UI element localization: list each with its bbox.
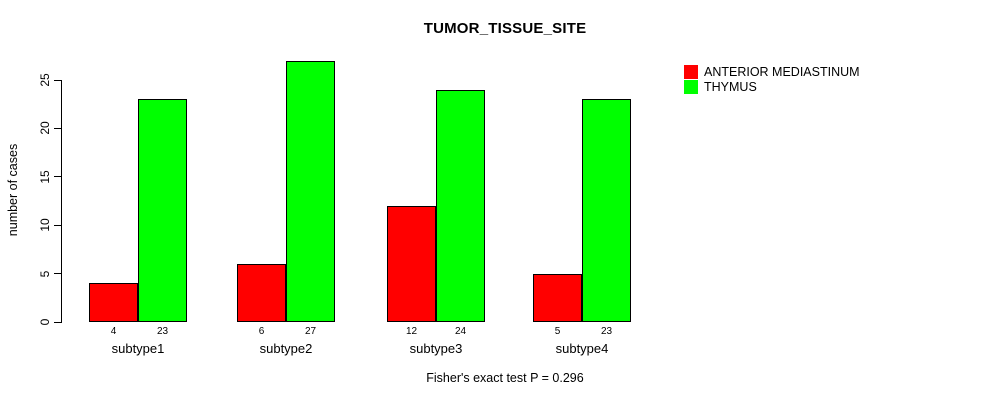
y-axis-tick: [54, 224, 61, 226]
y-axis-tick: [54, 79, 61, 81]
bar-subtype3-thymus: [436, 89, 485, 322]
bar-subtype2-anterior-mediastinum: [237, 263, 286, 322]
y-axis-tick-label: 20: [38, 121, 52, 136]
category-label-subtype3: subtype3: [409, 341, 463, 356]
y-axis-tick: [54, 176, 61, 178]
y-axis-tick-label: 5: [38, 270, 52, 277]
legend-label-thymus: THYMUS: [704, 79, 757, 94]
bar-value-label: 23: [600, 326, 613, 337]
y-axis-tick-label: 0: [38, 318, 52, 326]
legend-label-anterior-mediastinum: ANTERIOR MEDIASTINUM: [704, 64, 860, 79]
chart-title: TUMOR_TISSUE_SITE: [423, 20, 587, 37]
category-label-subtype4: subtype4: [555, 341, 609, 356]
bar-subtype1-thymus: [138, 99, 187, 322]
bar-subtype3-anterior-mediastinum: [387, 205, 436, 322]
legend-item-thymus: THYMUS: [684, 79, 860, 94]
bar-subtype1-anterior-mediastinum: [89, 283, 138, 322]
y-axis-tick-label: 25: [38, 73, 52, 87]
bar-subtype2-thymus: [286, 60, 335, 322]
bar-value-label: 12: [405, 326, 418, 337]
y-axis-tick: [54, 273, 61, 275]
bar-subtype4-anterior-mediastinum: [533, 273, 582, 322]
category-label-subtype2: subtype2: [259, 341, 313, 356]
bar-value-label: 23: [156, 326, 169, 337]
bar-subtype4-thymus: [582, 99, 631, 322]
bar-value-label: 4: [110, 326, 117, 337]
y-axis-tick: [54, 127, 61, 129]
y-axis-tick-label: 15: [38, 170, 52, 184]
y-axis-tick-label: 10: [38, 218, 52, 232]
legend-swatch-red: [684, 64, 698, 79]
footer-stat-text: Fisher's exact test P = 0.296: [426, 371, 584, 385]
bar-value-label: 5: [554, 326, 561, 337]
legend-swatch-green: [684, 79, 698, 94]
category-label-subtype1: subtype1: [111, 341, 165, 356]
legend: ANTERIOR MEDIASTINUM THYMUS: [684, 64, 860, 94]
bar-value-label: 6: [258, 326, 265, 337]
y-axis-tick: [54, 321, 61, 323]
y-axis-label: number of cases: [6, 143, 20, 237]
bar-value-label: 27: [304, 326, 317, 337]
legend-item-anterior-mediastinum: ANTERIOR MEDIASTINUM: [684, 64, 860, 79]
bar-value-label: 24: [454, 326, 467, 337]
y-axis-line: [61, 80, 62, 323]
